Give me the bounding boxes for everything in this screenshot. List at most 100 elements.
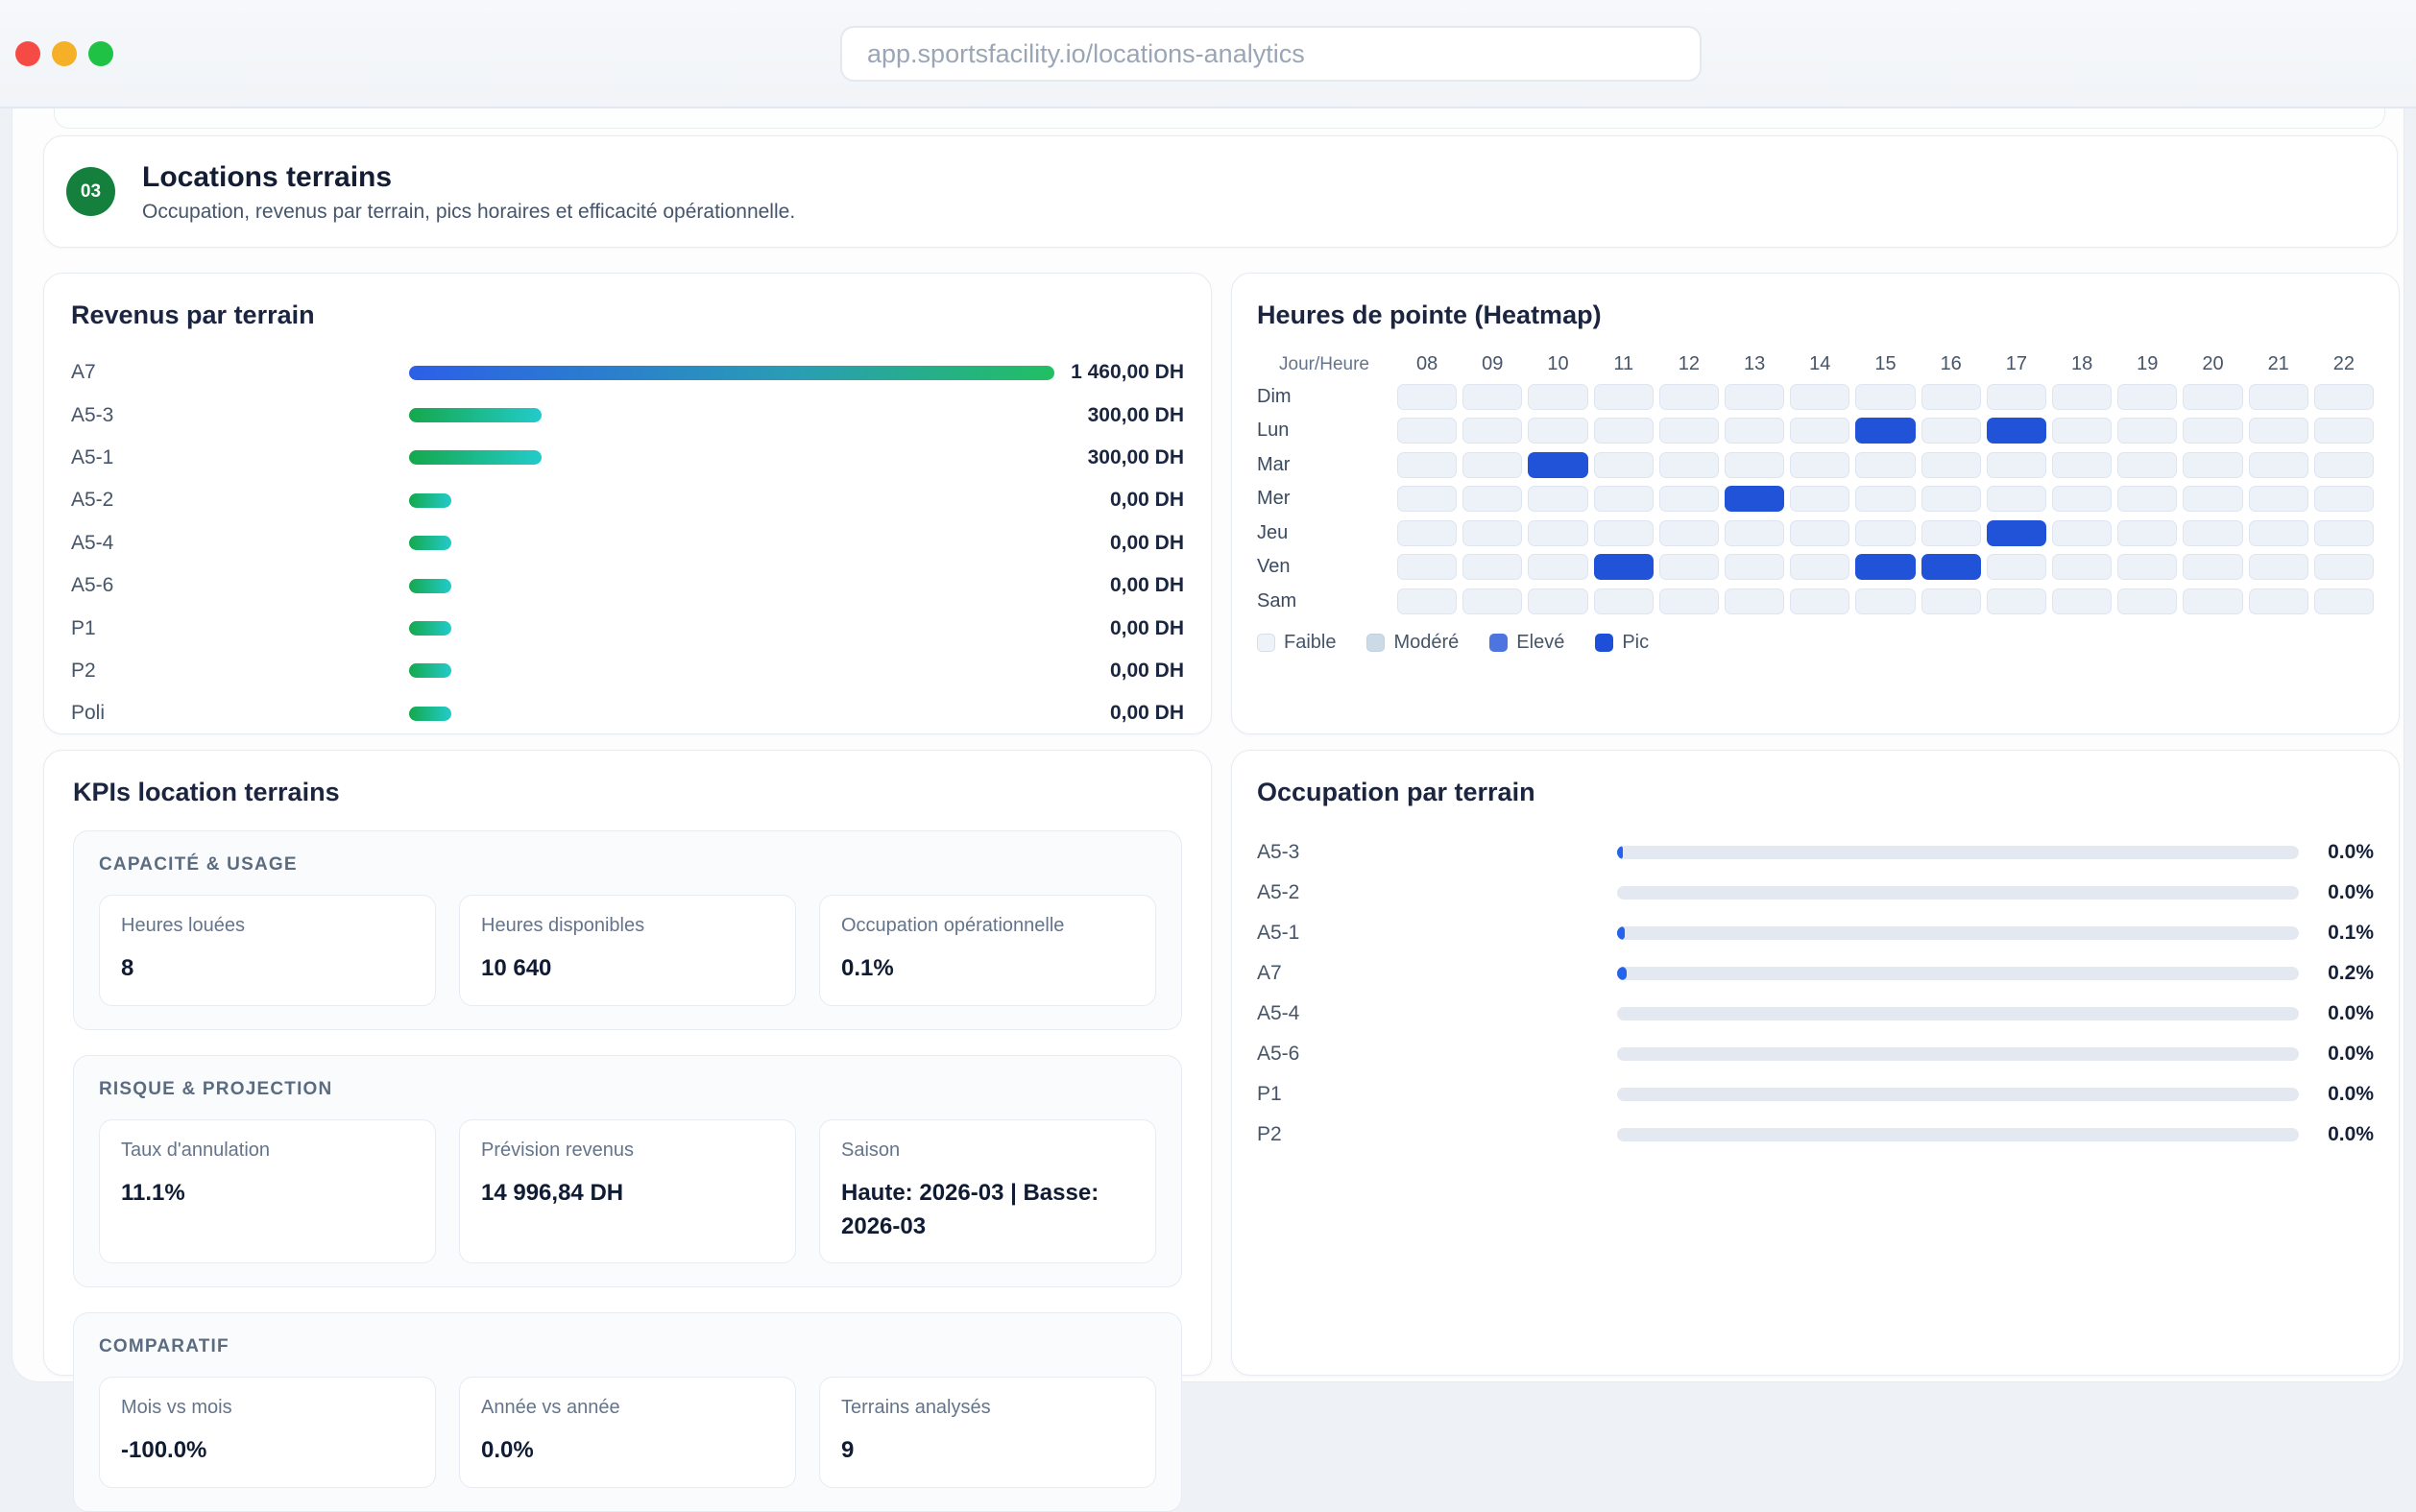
heatmap-cell [1725, 519, 1785, 546]
heatmap-cell [2183, 588, 2243, 614]
revenue-card-title: Revenus par terrain [71, 300, 315, 329]
kpi-value: Haute: 2026-03 | Basse: 2026-03 [841, 1179, 1099, 1239]
heatmap-cell [1855, 554, 1916, 580]
occupation-per-terrain-card: Occupation par terrain A5-3 0.0% A5-2 0.0% A… [1231, 750, 2400, 1376]
heatmap-hour-label: 17 [2005, 353, 2028, 374]
heatmap-legend-item: Modéré [1366, 632, 1459, 654]
occupation-progress-track [1617, 1088, 2299, 1101]
occupation-percent: 0.1% [2328, 922, 2374, 944]
heatmap-cell [1462, 451, 1523, 478]
occupation-terrain-label: P2 [1257, 1123, 1282, 1145]
heatmap-cell [1658, 383, 1719, 410]
heatmap-cell [1855, 486, 1916, 512]
occupation-percent: 0.0% [2328, 1043, 2374, 1065]
heatmap-cell [1658, 451, 1719, 478]
kpi-section-label: COMPARATIF [99, 1336, 230, 1357]
heatmap-cell [1658, 588, 1719, 614]
revenue-bar-area [409, 365, 1054, 380]
occupation-percent: 0.0% [2328, 1083, 2374, 1105]
heatmap-cell [1855, 418, 1916, 444]
heatmap-cell [1528, 519, 1588, 546]
occupation-row: A5-3 0.0% [1257, 832, 2374, 873]
revenue-bar [409, 663, 451, 679]
section-number-badge: 03 [66, 167, 115, 216]
url-bar[interactable]: app.sportsfacility.io/locations-analytic… [840, 26, 1702, 82]
occupation-progress-track [1617, 1128, 2299, 1141]
kpi-value: 11.1% [121, 1179, 185, 1206]
heatmap-cell [1986, 519, 2046, 546]
revenue-row: Poli 0,00 DH [71, 692, 1184, 734]
revenue-bar [409, 706, 451, 721]
heatmap-cell [1397, 486, 1458, 512]
kpis-card-title: KPIs location terrains [73, 778, 340, 806]
heatmap-hour-label: 22 [2332, 353, 2356, 374]
revenue-row: A5-1 300,00 DH [71, 437, 1184, 479]
kpi-group: COMPARATIF Mois vs mois -100.0% Année vs an… [73, 1312, 1182, 1512]
heatmap-cell [2052, 418, 2113, 444]
kpi-groups: CAPACITÉ & USAGE Heures louées 8 Heures dis… [73, 830, 1182, 1512]
revenue-row: A5-4 0,00 DH [71, 522, 1184, 564]
heatmap-cell [1790, 418, 1850, 444]
kpi-section-label: CAPACITÉ & USAGE [99, 854, 298, 875]
revenue-bar [409, 578, 451, 593]
heatmap-cell [1462, 383, 1523, 410]
occupation-terrain-label: A5-1 [1257, 922, 1300, 944]
kpi-group: CAPACITÉ & USAGE Heures louées 8 Heures dis… [73, 830, 1182, 1030]
occupation-terrain-label: A5-6 [1257, 1043, 1300, 1065]
heatmap-cell [2052, 451, 2113, 478]
kpi-tile: Mois vs mois -100.0% [99, 1377, 436, 1489]
heatmap-cell [1790, 486, 1850, 512]
kpi-value: 0.1% [841, 955, 894, 981]
heatmap-hour-label: 14 [1809, 353, 1831, 374]
kpi-tile: Heures disponibles 10 640 [459, 895, 796, 1006]
revenue-terrain-label: A5-2 [71, 489, 114, 512]
browser-chrome: app.sportsfacility.io/locations-analytic… [0, 0, 2416, 108]
close-window-button[interactable] [15, 41, 40, 66]
heatmap-cell [1397, 588, 1458, 614]
occupation-progress-track [1617, 926, 2299, 940]
revenue-terrain-label: A5-6 [71, 574, 114, 597]
heatmap-legend-swatch [1489, 633, 1509, 652]
heatmap-cell [1658, 519, 1719, 546]
heatmap-cell [2117, 383, 2178, 410]
heatmap-cell [1986, 383, 2046, 410]
heatmap-grid: Jour/Heure 08 09 10 11 12 13 14 15 16 17 18 19 20 21 22… [1257, 353, 2374, 614]
occupation-percent: 0.0% [2328, 841, 2374, 863]
revenue-terrain-label: P1 [71, 616, 96, 639]
kpis-card: KPIs location terrains CAPACITÉ & USAGE H… [43, 750, 1212, 1512]
heatmap-cell [2117, 418, 2178, 444]
occupation-terrain-label: A5-4 [1257, 1002, 1300, 1024]
minimize-window-button[interactable] [52, 41, 77, 66]
occupation-row: P2 0.0% [1257, 1115, 2374, 1155]
heatmap-cell [2248, 451, 2308, 478]
kpi-label: Heures louées [121, 915, 245, 936]
occupation-percent: 0.0% [2328, 1002, 2374, 1024]
peak-hours-heatmap-card: Heures de pointe (Heatmap) Jour/Heure 08 0… [1231, 273, 2400, 734]
heatmap-corner-label: Jour/Heure [1279, 353, 1369, 374]
kpi-tiles: Heures louées 8 Heures disponibles 10 640 Oc… [99, 895, 1156, 1006]
heatmap-hour-label: 18 [2070, 353, 2093, 374]
heatmap-cell [1593, 383, 1654, 410]
heatmap-legend: Faible Modéré Elevé Pic [1257, 632, 2374, 654]
kpi-value: 9 [841, 1437, 855, 1464]
heatmap-cell [2313, 418, 2374, 444]
heatmap-cell [1528, 451, 1588, 478]
heatmap-cell [2313, 383, 2374, 410]
maximize-window-button[interactable] [88, 41, 113, 66]
heatmap-cell [1658, 418, 1719, 444]
page-content: 03 Locations terrains Occupation, revenu… [12, 108, 2404, 1512]
heatmap-cell [2117, 588, 2178, 614]
revenue-bar-area [409, 663, 1054, 679]
kpi-tiles: Mois vs mois -100.0% Année vs année 0.0% Ter… [99, 1377, 1156, 1489]
previous-section-card-edge [54, 108, 2385, 129]
heatmap-cell [2052, 588, 2113, 614]
revenue-terrain-label: A7 [71, 361, 96, 384]
heatmap-day-label: Ven [1257, 556, 1291, 577]
heatmap-cell [1725, 554, 1785, 580]
heatmap-hour-label: 10 [1547, 353, 1569, 374]
heatmap-hour-label: 21 [2267, 353, 2289, 374]
heatmap-legend-item: Faible [1257, 632, 1336, 654]
kpi-label: Année vs année [481, 1397, 620, 1419]
heatmap-day-label: Dim [1257, 385, 1292, 407]
heatmap-cell [2183, 451, 2243, 478]
